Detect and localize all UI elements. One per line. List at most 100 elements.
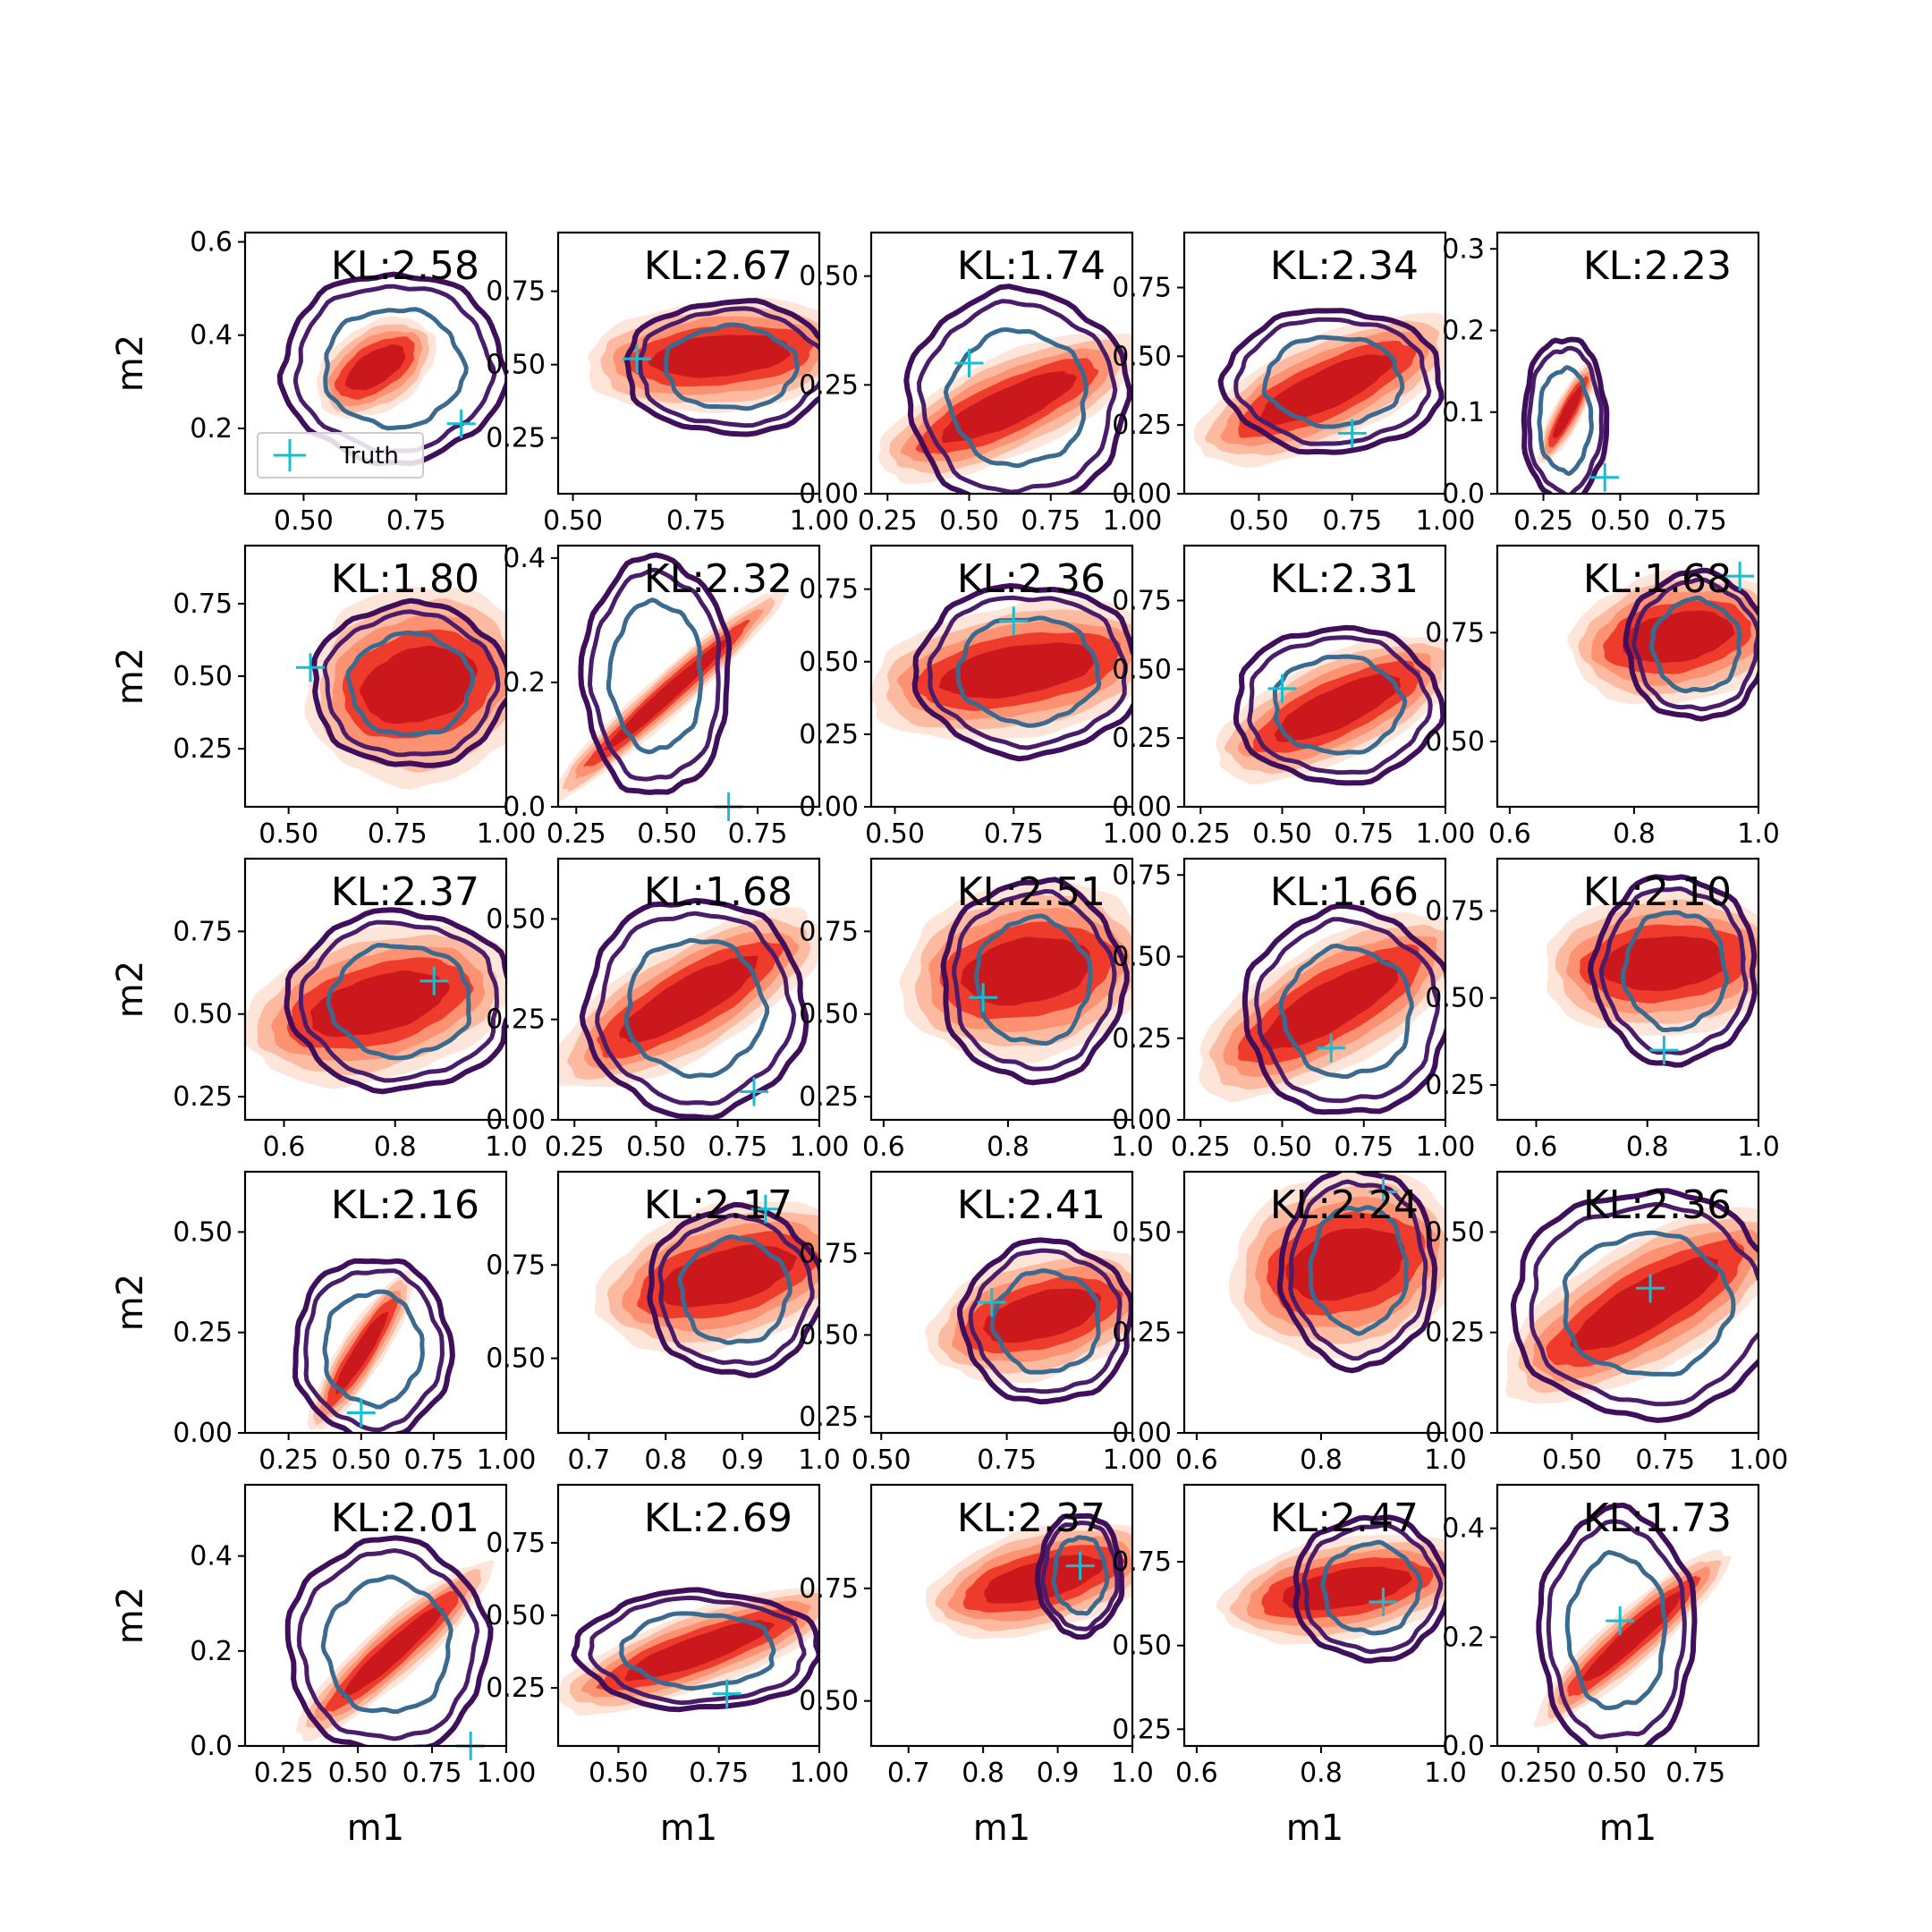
y-tick-label: 0.50 xyxy=(486,903,546,935)
truth-marker xyxy=(1590,462,1620,492)
x-tick-label: 0.25 xyxy=(254,1758,314,1789)
x-tick-label: 1.00 xyxy=(1416,818,1476,850)
truth-marker xyxy=(346,1398,376,1428)
x-tick-label: 0.250 xyxy=(1500,1758,1577,1789)
kl-annotation: KL:2.32 xyxy=(644,556,792,602)
x-tick-label: 0.75 xyxy=(1322,505,1382,537)
x-tick-label: 0.9 xyxy=(1037,1758,1080,1789)
kl-annotation: KL:2.10 xyxy=(1583,869,1732,915)
posterior-fill-level-5 xyxy=(1282,1566,1412,1611)
posterior-fill-level-5 xyxy=(1260,354,1394,427)
contour-inner xyxy=(322,1289,425,1410)
panel-frame xyxy=(1496,1170,1760,1435)
y-tick-label: 0.0 xyxy=(1442,1731,1485,1762)
kl-annotation: KL:2.58 xyxy=(331,243,479,289)
y-axis-label: m2 xyxy=(110,1274,151,1331)
panel-plot-area xyxy=(1505,1188,1758,1424)
contour-inner xyxy=(1620,910,1730,1033)
panel-plot-area xyxy=(1193,308,1445,468)
y-tick-label: 0.50 xyxy=(486,350,546,381)
panel-frame xyxy=(243,231,508,496)
posterior-fill-level-5 xyxy=(1599,936,1726,991)
contour-outer xyxy=(571,1587,819,1713)
x-tick-label: 1.00 xyxy=(1103,1445,1163,1476)
contour-outer xyxy=(1521,336,1610,494)
panel-frame xyxy=(869,544,1134,809)
contour-mid xyxy=(595,911,797,1106)
kl-annotation: KL:2.01 xyxy=(331,1496,479,1541)
x-tick-label: 0.50 xyxy=(939,505,999,537)
contour-outer xyxy=(1217,308,1445,455)
y-tick-label: 0.75 xyxy=(173,589,233,620)
contour-outer xyxy=(911,582,1132,762)
contour-inner xyxy=(663,322,801,411)
truth-marker xyxy=(1725,562,1755,591)
panel-17: 0.7 0.8 0.9 1.0 0.50 0.75 KL:2.17 xyxy=(486,1170,841,1476)
x-tick-label: 0.7 xyxy=(567,1445,610,1476)
contour-inner xyxy=(955,615,1102,728)
x-tick-label: 0.8 xyxy=(1613,818,1656,850)
panel-frame xyxy=(1182,544,1447,809)
panel-frame xyxy=(1496,1483,1760,1748)
panel-frame xyxy=(1182,231,1447,496)
panel-plot-area xyxy=(1546,874,1758,1068)
contour-outer xyxy=(311,597,506,768)
panel-3: 0.25 0.50 0.75 1.000.000.250.50 KL:1.74 xyxy=(799,231,1163,537)
kl-annotation: KL:2.16 xyxy=(331,1182,479,1228)
posterior-fill-level-5 xyxy=(983,1288,1101,1343)
contour-inner xyxy=(320,1574,453,1715)
truth-marker xyxy=(1065,1551,1095,1580)
y-axis-label: m2 xyxy=(110,335,151,392)
x-tick-label: 0.50 xyxy=(865,818,925,850)
x-tick-label: 0.25 xyxy=(1171,818,1231,850)
posterior-fill-level-5 xyxy=(1580,1591,1683,1682)
posterior-fill-level-5 xyxy=(938,642,1095,699)
x-tick-label: 0.7 xyxy=(887,1758,930,1789)
panel-plot-area xyxy=(276,271,506,467)
panel-5: 0.25 0.50 0.75 0.0 0.1 0.2 0.3 KL:2.23 xyxy=(1442,231,1760,537)
posterior-fill-level-5 xyxy=(624,1620,775,1682)
x-tick-label: 0.25 xyxy=(1513,505,1573,537)
x-tick-label: 0.6 xyxy=(1175,1445,1218,1476)
x-tick-label: 0.6 xyxy=(862,1131,905,1163)
y-tick-label: 0.25 xyxy=(1112,410,1172,441)
y-tick-label: 0.2 xyxy=(190,1636,233,1667)
x-tick-label: 1.00 xyxy=(1103,505,1163,537)
y-tick-label: 0.1 xyxy=(1442,397,1485,428)
contour-mid xyxy=(587,567,722,782)
posterior-fill-level-5 xyxy=(310,970,450,1038)
truth-marker xyxy=(623,344,652,374)
x-tick-label: 0.50 xyxy=(1542,1445,1602,1476)
panel-frame xyxy=(1182,857,1447,1122)
truth-marker xyxy=(1337,419,1367,448)
y-tick-label: 0.25 xyxy=(486,1004,546,1036)
contour-mid xyxy=(637,306,819,428)
x-tick-label: 0.50 xyxy=(1229,505,1289,537)
x-tick-label: 0.8 xyxy=(644,1445,687,1476)
y-tick-label: 0.75 xyxy=(1425,895,1485,927)
x-tick-label: 0.50 xyxy=(852,1445,911,1476)
x-tick-label: 0.50 xyxy=(543,505,603,537)
y-tick-label: 0.50 xyxy=(1112,654,1172,685)
x-axis-label: m1 xyxy=(347,1808,404,1849)
x-tick-label: 0.75 xyxy=(689,1758,749,1789)
kl-annotation: KL:2.31 xyxy=(1270,556,1419,602)
contour-mid xyxy=(927,595,1128,750)
x-tick-label: 1.00 xyxy=(477,818,537,850)
x-tick-label: 0.75 xyxy=(1635,1445,1695,1476)
y-axis-label: m2 xyxy=(110,648,151,705)
x-tick-label: 1.00 xyxy=(1103,818,1163,850)
y-tick-label: 0.00 xyxy=(1112,792,1172,823)
contour-outer xyxy=(647,1201,819,1378)
panel-frame xyxy=(1182,1483,1447,1748)
contour-outer xyxy=(1292,1514,1445,1664)
contour-outer xyxy=(578,552,733,795)
contour-mid xyxy=(1254,917,1441,1104)
kl-annotation: KL:2.36 xyxy=(1583,1182,1732,1228)
contour-mid xyxy=(1631,576,1758,712)
y-tick-label: 0.25 xyxy=(1112,1714,1172,1745)
x-tick-label: 1.0 xyxy=(1111,1758,1154,1789)
kl-annotation: KL:2.17 xyxy=(644,1182,792,1228)
y-tick-label: 0.25 xyxy=(1112,723,1172,754)
truth-marker xyxy=(296,653,325,682)
